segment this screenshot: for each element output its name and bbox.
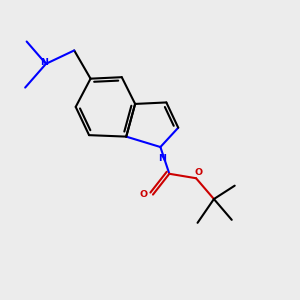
Text: N: N bbox=[158, 154, 166, 163]
Text: N: N bbox=[40, 58, 49, 67]
Text: O: O bbox=[195, 168, 203, 177]
Text: O: O bbox=[140, 190, 148, 199]
